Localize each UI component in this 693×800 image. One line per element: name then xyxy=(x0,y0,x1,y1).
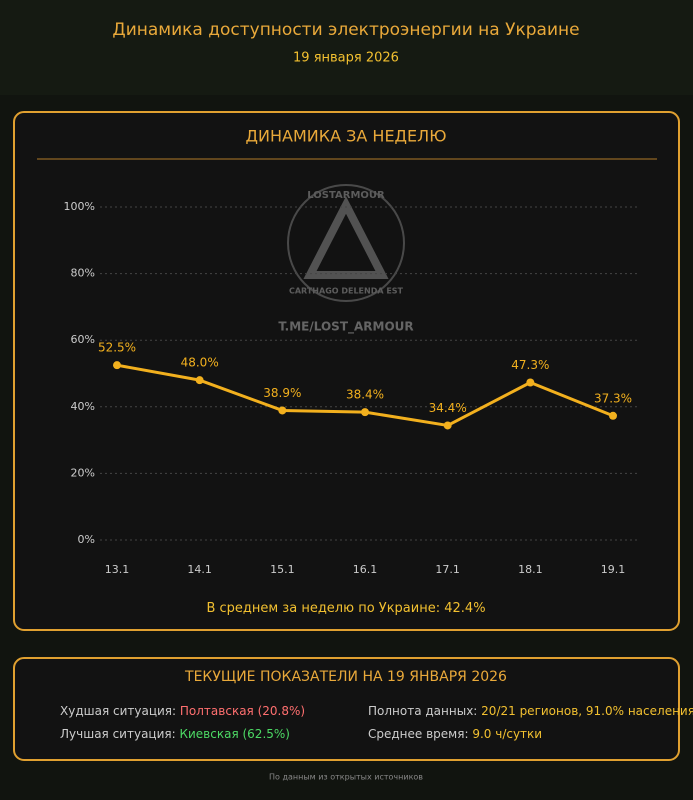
point xyxy=(361,408,369,417)
watermark-motto: CARTHAGO DELENDA EST xyxy=(289,287,404,296)
value-label: 38.9% xyxy=(263,386,301,400)
value-label: 47.3% xyxy=(511,358,549,372)
watermark-ring xyxy=(287,184,405,302)
worst-label: Худшая ситуация: xyxy=(60,704,176,718)
point xyxy=(113,361,121,370)
x-tick-label: 15.1 xyxy=(270,563,295,576)
watermark-ring-text: LOSTARMOUR xyxy=(307,190,385,201)
weekly-heading: ДИНАМИКА ЗА НЕДЕЛЮ xyxy=(246,127,447,146)
value-label: 52.5% xyxy=(98,341,136,355)
x-tick-label: 18.1 xyxy=(518,563,543,576)
point xyxy=(278,406,287,415)
best-row: Лучшая ситуация: Киевская (62.5%) xyxy=(60,727,290,741)
page-title: Динамика доступности электроэнергии на У… xyxy=(112,20,579,40)
watermark: LOSTARMOUR CARTHAGO DELENDA EST T.ME/LOS… xyxy=(278,184,414,335)
point xyxy=(443,421,452,430)
point xyxy=(526,378,535,387)
current-panel xyxy=(13,657,680,761)
y-tick-label: 40% xyxy=(71,400,95,413)
completeness-label: Полнота данных: xyxy=(368,704,477,718)
average-value: 42.4% xyxy=(444,601,485,616)
best-label: Лучшая ситуация: xyxy=(60,727,176,741)
x-tick-label: 16.1 xyxy=(353,563,378,576)
y-tick-label: 60% xyxy=(71,333,95,346)
value-label: 38.4% xyxy=(346,388,384,402)
average-label: В среднем за неделю по Украине: xyxy=(206,601,440,616)
y-tick-label: 0% xyxy=(78,533,95,546)
plot: 0% 20% 40% 60% 80% 100% 13.1 14.1 15.1 16.1 17.1 18… xyxy=(64,200,640,576)
current-heading: ТЕКУЩИЕ ПОКАЗАТЕЛИ НА 19 ЯНВАРЯ 2026 xyxy=(184,669,507,685)
completeness-row: Полнота данных: 20/21 регионов, 91.0% на… xyxy=(368,704,693,718)
y-tick-label: 100% xyxy=(64,200,95,213)
value-label: 37.3% xyxy=(594,391,632,405)
value-label: 48.0% xyxy=(181,356,219,370)
worst-row: Худшая ситуация: Полтавская (20.8%) xyxy=(60,704,305,718)
avg-time-row: Среднее время: 9.0 ч/сутки xyxy=(368,727,542,741)
avg-time-label: Среднее время: xyxy=(368,727,469,741)
best-value: Киевская (62.5%) xyxy=(179,727,290,741)
weekly-panel xyxy=(13,111,680,631)
weekly-average: В среднем за неделю по Украине: 42.4% xyxy=(206,601,485,616)
x-tick-label: 14.1 xyxy=(187,563,212,576)
x-tick-label: 13.1 xyxy=(105,563,130,576)
value-label: 34.4% xyxy=(429,401,467,415)
avg-time-value: 9.0 ч/сутки xyxy=(472,727,542,741)
point xyxy=(195,376,204,385)
footer: По данным из открытых источников xyxy=(269,773,423,782)
y-tick-label: 80% xyxy=(71,267,95,280)
x-tick-label: 19.1 xyxy=(601,563,626,576)
completeness-value: 20/21 регионов, 91.0% населения xyxy=(481,704,693,718)
worst-value: Полтавская (20.8%) xyxy=(180,704,305,718)
point xyxy=(609,411,617,420)
page-date: 19 января 2026 xyxy=(293,51,399,66)
y-tick-label: 20% xyxy=(71,466,95,479)
watermark-link: T.ME/LOST_ARMOUR xyxy=(278,320,413,335)
header-band xyxy=(0,0,693,95)
x-tick-label: 17.1 xyxy=(435,563,460,576)
watermark-logo xyxy=(303,196,389,279)
